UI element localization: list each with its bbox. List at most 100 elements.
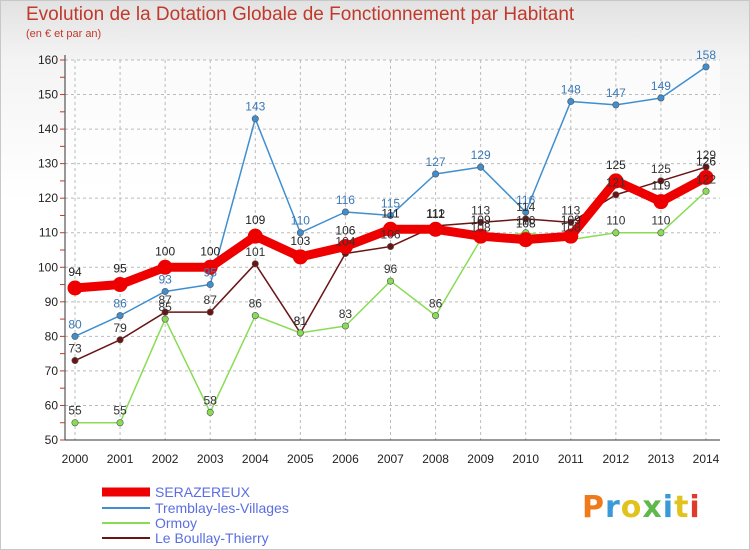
data-label: 108 <box>471 221 491 235</box>
data-point <box>477 163 485 171</box>
data-label: 148 <box>561 82 581 96</box>
legend-label: SERAZEREUX <box>155 484 251 500</box>
data-label: 116 <box>336 193 355 207</box>
logo-letter: x <box>642 490 663 525</box>
legend-label: Ormoy <box>155 515 197 531</box>
x-tick-label: 2003 <box>197 452 224 466</box>
data-point <box>608 173 624 189</box>
data-label: 112 <box>426 207 445 221</box>
data-label: 147 <box>606 86 626 100</box>
logo-letter: i <box>662 490 675 525</box>
data-point <box>157 259 173 275</box>
data-label: 101 <box>245 245 265 259</box>
data-label: 110 <box>651 214 670 228</box>
data-label: 126 <box>696 154 716 168</box>
logo-letter: o <box>620 490 643 525</box>
data-label: 95 <box>113 262 127 276</box>
data-label: 79 <box>113 321 127 335</box>
x-tick-label: 2014 <box>693 452 720 466</box>
x-tick-label: 2004 <box>242 452 269 466</box>
x-tick-label: 2011 <box>558 452 584 466</box>
data-point <box>567 97 575 105</box>
legend-label: Tremblay-les-Villages <box>155 500 289 516</box>
data-point <box>612 191 620 199</box>
legend-label: Le Boullay-Thierry <box>155 530 269 546</box>
data-point <box>67 280 83 296</box>
data-point <box>161 308 169 316</box>
data-label: 96 <box>384 262 398 276</box>
data-label: 55 <box>68 404 82 418</box>
data-point <box>612 229 620 237</box>
data-point <box>657 94 665 102</box>
data-label: 81 <box>294 314 308 328</box>
data-point <box>386 211 394 219</box>
data-label: 87 <box>158 293 172 307</box>
x-tick-label: 2008 <box>422 452 449 466</box>
data-label: 58 <box>204 393 218 407</box>
data-label: 73 <box>68 342 82 356</box>
y-tick-label: 140 <box>38 122 58 136</box>
x-tick-label: 2002 <box>152 452 179 466</box>
data-point <box>247 228 263 244</box>
plot-area <box>65 60 720 440</box>
x-tick-label: 2001 <box>107 452 134 466</box>
data-point <box>698 169 714 185</box>
data-point <box>386 243 394 251</box>
chart-title: Evolution de la Dotation Globale de Fonc… <box>26 4 575 25</box>
data-label: 104 <box>335 234 355 248</box>
data-point <box>116 312 124 320</box>
y-tick-label: 150 <box>38 88 58 102</box>
data-point <box>206 308 214 316</box>
y-tick-label: 80 <box>45 329 59 343</box>
data-label: 80 <box>68 317 82 331</box>
data-point <box>71 419 79 427</box>
data-point <box>657 229 665 237</box>
data-point <box>251 115 259 123</box>
data-point <box>116 336 124 344</box>
data-point <box>432 312 440 320</box>
logo-letter: P <box>582 490 605 525</box>
data-label: 127 <box>426 155 446 169</box>
data-label: 129 <box>471 148 491 162</box>
data-label: 85 <box>158 300 172 314</box>
data-label: 114 <box>516 200 535 214</box>
data-point <box>112 277 128 293</box>
data-label: 121 <box>606 176 626 190</box>
data-point <box>71 357 79 365</box>
x-tick-label: 2005 <box>287 452 314 466</box>
data-label: 113 <box>561 203 580 217</box>
data-label: 87 <box>204 293 218 307</box>
y-tick-label: 50 <box>45 433 59 447</box>
data-label: 116 <box>516 193 535 207</box>
logo-letter: r <box>605 490 621 525</box>
proxiti-logo: Proxiti <box>582 490 701 525</box>
data-label: 103 <box>290 234 310 248</box>
data-label: 108 <box>561 221 581 235</box>
data-point <box>653 194 669 210</box>
data-point <box>657 177 665 185</box>
data-point <box>612 101 620 109</box>
data-point <box>341 208 349 216</box>
data-label: 109 <box>245 213 265 227</box>
y-tick-label: 110 <box>39 226 58 240</box>
x-tick-label: 2012 <box>603 452 630 466</box>
data-point <box>702 63 710 71</box>
data-point <box>383 221 398 237</box>
data-label: 111 <box>381 206 400 220</box>
data-label: 86 <box>113 297 127 311</box>
data-label: 108 <box>516 217 536 231</box>
y-tick-label: 160 <box>38 53 58 67</box>
data-point <box>116 419 124 427</box>
data-label: 158 <box>696 48 716 62</box>
data-point <box>206 281 214 289</box>
data-label: 109 <box>471 213 491 227</box>
data-label: 129 <box>696 148 716 162</box>
data-point <box>71 332 79 340</box>
data-point <box>251 312 259 320</box>
data-label: 125 <box>651 162 671 176</box>
data-point <box>428 221 444 237</box>
data-label: 100 <box>155 244 175 258</box>
data-label: 110 <box>606 214 625 228</box>
y-tick-label: 100 <box>38 260 58 274</box>
